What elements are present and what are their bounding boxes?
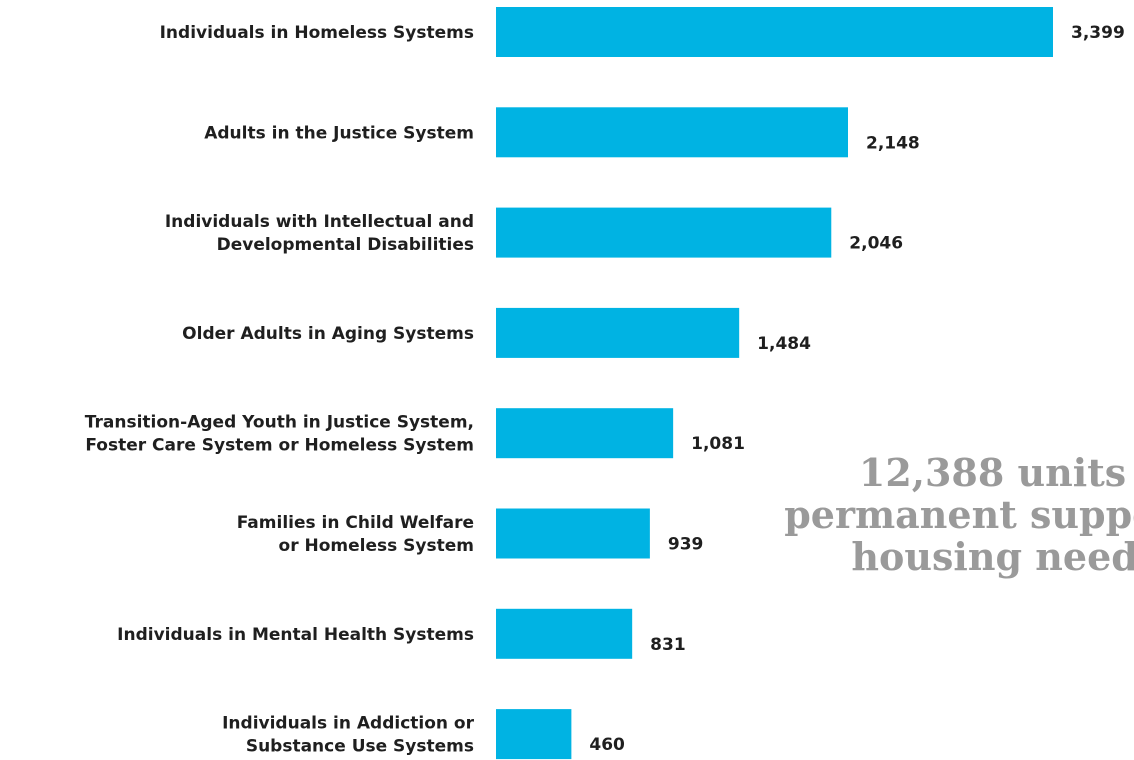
value-label-1: 3,399 xyxy=(1071,23,1125,43)
category-label-line: Individuals in Addiction or xyxy=(222,714,475,734)
category-label-2: Adults in the Justice System xyxy=(204,123,474,143)
category-label-line: Individuals with Intellectual and xyxy=(165,212,474,232)
value-label-3: 2,046 xyxy=(849,234,903,254)
value-label-6: 939 xyxy=(668,535,704,555)
bar-4 xyxy=(496,307,740,358)
bar-2 xyxy=(496,107,848,158)
category-label-line: Substance Use Systems xyxy=(246,737,474,757)
category-label-7: Individuals in Mental Health Systems xyxy=(117,625,474,645)
annotation-line-3: housing needed xyxy=(851,534,1134,579)
bar-7 xyxy=(496,608,633,659)
value-label-8: 460 xyxy=(589,735,625,755)
category-label-line: Individuals in Homeless Systems xyxy=(160,23,474,43)
total-units-annotation: 12,388 units of permanent supportive hou… xyxy=(760,452,1134,578)
bar-3 xyxy=(496,207,832,258)
category-label-3: Individuals with Intellectual and Develop… xyxy=(165,212,474,255)
category-label-line: Foster Care System or Homeless System xyxy=(85,436,474,456)
category-label-line: Adults in the Justice System xyxy=(204,123,474,143)
category-label-5: Transition-Aged Youth in Justice System,… xyxy=(85,413,474,456)
bar-6 xyxy=(496,508,650,559)
category-label-line: Developmental Disabilities xyxy=(217,235,474,255)
category-label-line: Transition-Aged Youth in Justice System, xyxy=(85,413,474,433)
category-label-line: Individuals in Mental Health Systems xyxy=(117,625,474,645)
bar-5 xyxy=(496,408,674,459)
bar-8 xyxy=(496,709,572,760)
category-label-8: Individuals in Addiction or Substance Use… xyxy=(222,714,475,757)
value-label-4: 1,484 xyxy=(757,334,811,354)
category-label-1: Individuals in Homeless Systems xyxy=(160,23,474,43)
value-label-7: 831 xyxy=(650,635,686,655)
category-label-line: Older Adults in Aging Systems xyxy=(182,324,474,344)
bar-1 xyxy=(496,7,1053,57)
value-label-5: 1,081 xyxy=(691,434,745,454)
category-label-6: Families in Child Welfare or Homeless Sys… xyxy=(237,513,474,556)
annotation-line-2: permanent supportive xyxy=(784,492,1134,537)
category-label-4: Older Adults in Aging Systems xyxy=(182,324,474,344)
category-label-line: or Homeless System xyxy=(279,536,474,556)
value-label-2: 2,148 xyxy=(866,133,920,153)
category-label-line: Families in Child Welfare xyxy=(237,513,474,533)
annotation-line-1: 12,388 units of xyxy=(858,450,1134,495)
